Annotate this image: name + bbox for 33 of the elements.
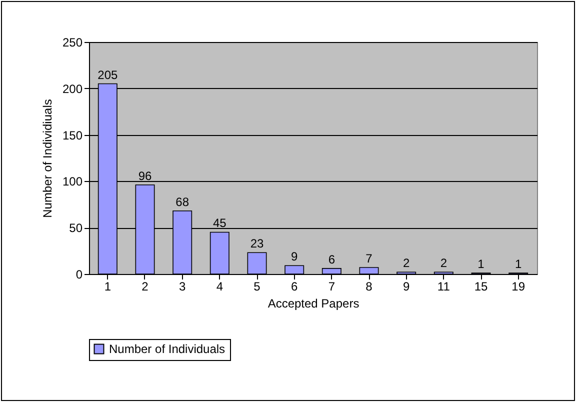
- y-tick-label: 150: [62, 128, 83, 142]
- x-tick-label: 3: [178, 280, 186, 294]
- x-tick-label: 19: [512, 280, 526, 294]
- data-label: 2: [440, 256, 448, 270]
- legend-label: Number of Individuals: [109, 342, 226, 356]
- y-tick-label: 250: [62, 36, 83, 50]
- data-label: 6: [328, 252, 336, 266]
- data-label: 1: [514, 257, 522, 272]
- x-tick-label: 7: [328, 280, 336, 294]
- data-label: 1: [478, 257, 485, 272]
- y-tick-label: 100: [62, 174, 83, 189]
- data-label: 205: [98, 68, 118, 82]
- data-label: 23: [250, 236, 264, 251]
- y-tick-label: 200: [62, 82, 83, 96]
- x-tick-label: 6: [290, 280, 298, 294]
- x-tick-label: 2: [142, 280, 149, 294]
- data-label: 9: [290, 250, 298, 264]
- data-label: 7: [366, 252, 373, 266]
- y-tick-label: 50: [69, 221, 83, 236]
- data-label: 96: [138, 168, 152, 183]
- x-axis-title: Accepted Papers: [268, 296, 360, 310]
- y-axis-title: Number of Individiuals: [40, 99, 54, 218]
- x-tick-label: 15: [474, 280, 488, 294]
- x-tick-label: 1: [104, 280, 112, 294]
- x-tick-label: 4: [216, 280, 224, 294]
- data-label: 2: [402, 256, 410, 270]
- x-tick-label: 11: [437, 280, 450, 294]
- x-tick-label: 8: [366, 280, 373, 294]
- x-tick-label: 9: [402, 280, 410, 294]
- y-tick-label: 0: [76, 268, 83, 282]
- data-label: 45: [212, 216, 227, 230]
- x-tick-label: 5: [254, 280, 261, 294]
- data-label: 68: [176, 194, 190, 209]
